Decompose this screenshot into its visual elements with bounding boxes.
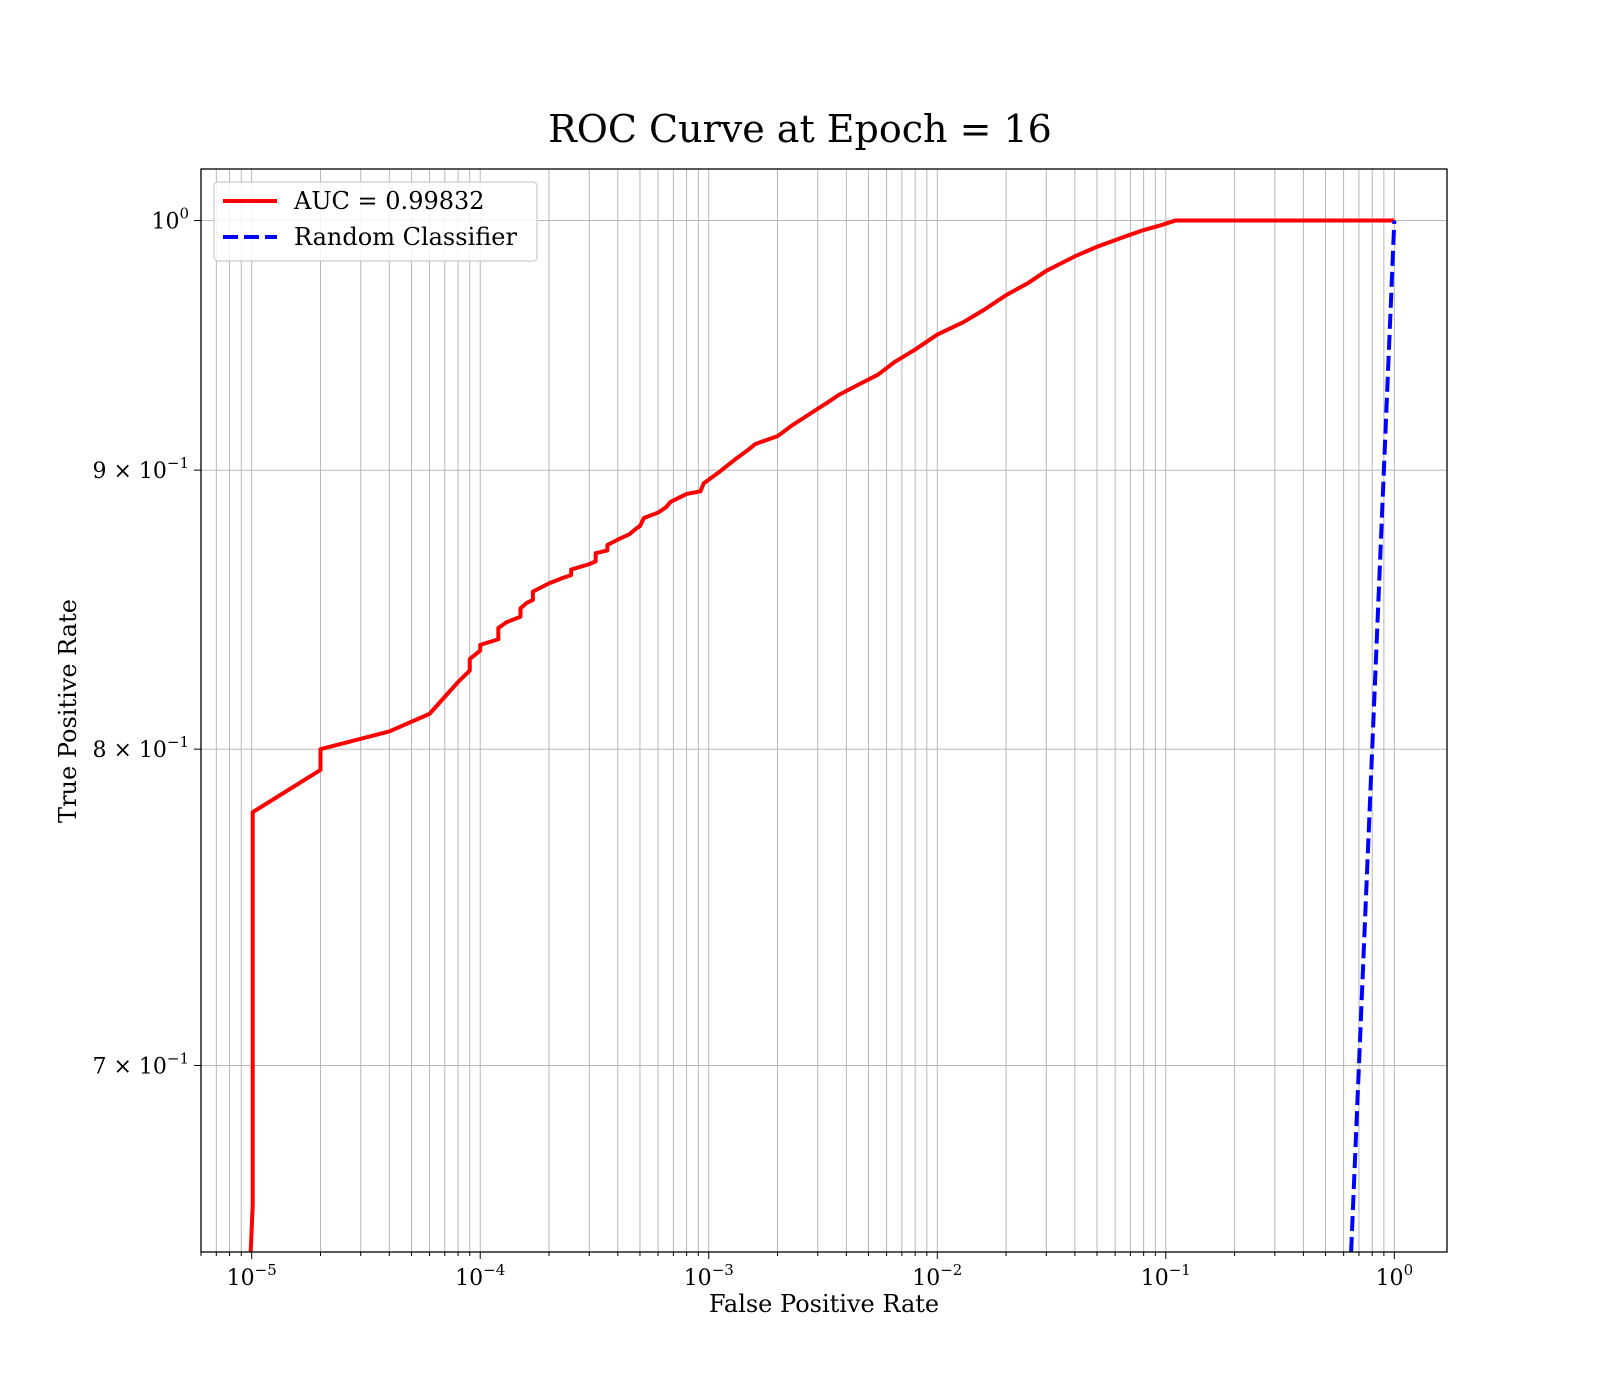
legend-label-auc: AUC = 0.99832 (293, 187, 485, 215)
random-classifier-line (1349, 220, 1397, 1253)
grid-lines (200, 169, 1447, 1252)
series-lines (248, 218, 1397, 1253)
y-tick-label: 7 × 10−1 (92, 1049, 189, 1079)
y-tick-label: 100 (151, 205, 189, 235)
legend: AUC = 0.99832 Random Classifier (213, 181, 538, 262)
x-axis-label: False Positive Rate (709, 1290, 939, 1318)
legend-label-random-classifier: Random Classifier (294, 223, 517, 251)
plot-frame (200, 168, 1448, 1253)
x-tick-label: 100 (1376, 1261, 1414, 1291)
x-tick-label: 10−3 (684, 1261, 734, 1291)
y-axis-label: True Positive Rate (54, 599, 82, 823)
roc-curve-line (248, 218, 1395, 1253)
axis-ticks: 10−5 10−4 10−3 10−2 10−1 100 100 9 × 10−1 8 × 10… (92, 205, 1413, 1291)
x-tick-label: 10−4 (455, 1261, 505, 1291)
x-tick-label: 10−1 (1141, 1261, 1191, 1291)
x-tick-label: 10−5 (227, 1261, 277, 1291)
x-tick-label: 10−2 (912, 1261, 962, 1291)
chart-title: ROC Curve at Epoch = 16 (548, 107, 1052, 151)
legend-box (213, 181, 538, 262)
y-tick-label: 9 × 10−1 (92, 454, 189, 484)
y-tick-label: 8 × 10−1 (92, 733, 189, 763)
